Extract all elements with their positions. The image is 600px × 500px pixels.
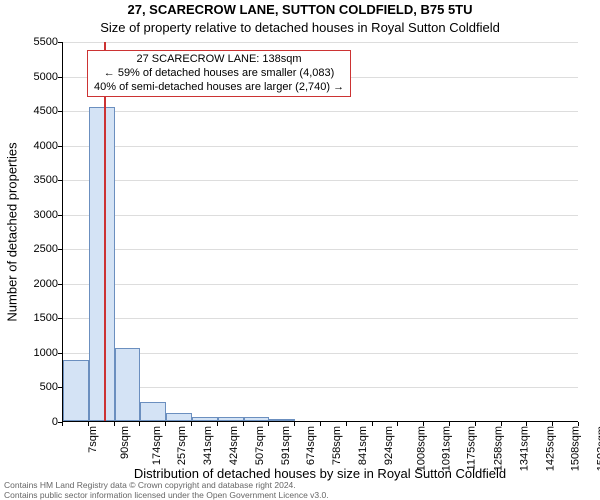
y-tick-mark xyxy=(58,387,62,388)
y-tick-label: 1500 xyxy=(18,312,58,324)
y-tick-label: 5000 xyxy=(18,71,58,83)
x-tick-mark xyxy=(217,422,218,426)
y-tick-label: 5500 xyxy=(18,36,58,48)
x-tick-label: 591sqm xyxy=(280,426,292,465)
x-tick-label: 1425sqm xyxy=(544,426,556,471)
y-tick-label: 1000 xyxy=(18,347,58,359)
x-tick-label: 924sqm xyxy=(383,426,395,465)
gridline xyxy=(63,215,578,216)
x-tick-mark xyxy=(114,422,115,426)
y-tick-mark xyxy=(58,215,62,216)
chart-container: 27, SCARECROW LANE, SUTTON COLDFIELD, B7… xyxy=(0,0,600,500)
x-tick-mark xyxy=(475,422,476,426)
x-tick-label: 1258sqm xyxy=(492,426,504,471)
x-tick-label: 1508sqm xyxy=(570,426,582,471)
histogram-bar xyxy=(89,107,115,421)
footer-attribution: Contains HM Land Registry data © Crown c… xyxy=(4,481,329,500)
x-tick-mark xyxy=(191,422,192,426)
y-tick-label: 500 xyxy=(18,381,58,393)
histogram-bar xyxy=(244,417,270,421)
histogram-bar xyxy=(140,402,166,421)
x-tick-label: 257sqm xyxy=(176,426,188,465)
x-tick-label: 507sqm xyxy=(254,426,266,465)
x-tick-mark xyxy=(578,422,579,426)
gridline xyxy=(63,111,578,112)
x-tick-mark xyxy=(346,422,347,426)
x-tick-mark xyxy=(423,422,424,426)
y-tick-label: 2500 xyxy=(18,243,58,255)
x-tick-mark xyxy=(243,422,244,426)
x-tick-label: 1091sqm xyxy=(441,426,453,471)
x-tick-mark xyxy=(552,422,553,426)
x-tick-mark xyxy=(88,422,89,426)
gridline xyxy=(63,42,578,43)
x-tick-mark xyxy=(294,422,295,426)
property-marker-line xyxy=(104,42,106,421)
y-tick-mark xyxy=(58,180,62,181)
histogram-bar xyxy=(218,417,244,421)
x-tick-mark xyxy=(62,422,63,426)
x-tick-label: 174sqm xyxy=(151,426,163,465)
y-tick-mark xyxy=(58,318,62,319)
gridline xyxy=(63,180,578,181)
gridline xyxy=(63,284,578,285)
x-tick-label: 1175sqm xyxy=(466,426,478,470)
x-tick-mark xyxy=(372,422,373,426)
x-tick-label: 758sqm xyxy=(331,426,343,465)
y-tick-label: 0 xyxy=(18,416,58,428)
x-tick-mark xyxy=(165,422,166,426)
y-tick-label: 3500 xyxy=(18,174,58,186)
annotation-line: 40% of semi-detached houses are larger (… xyxy=(94,81,344,95)
y-axis-label: Number of detached properties xyxy=(5,142,20,321)
histogram-bar xyxy=(192,417,218,421)
y-tick-mark xyxy=(58,111,62,112)
x-tick-label: 1341sqm xyxy=(518,426,530,471)
y-tick-label: 3000 xyxy=(18,209,58,221)
chart-subtitle: Size of property relative to detached ho… xyxy=(0,20,600,35)
y-tick-mark xyxy=(58,353,62,354)
x-tick-mark xyxy=(449,422,450,426)
x-tick-label: 841sqm xyxy=(357,426,369,465)
annotation-line: ← 59% of detached houses are smaller (4,… xyxy=(94,67,344,81)
x-tick-label: 674sqm xyxy=(305,426,317,465)
histogram-bar xyxy=(115,348,141,421)
x-tick-mark xyxy=(268,422,269,426)
gridline xyxy=(63,146,578,147)
x-tick-mark xyxy=(397,422,398,426)
x-tick-label: 1592sqm xyxy=(596,426,600,471)
y-tick-label: 4000 xyxy=(18,140,58,152)
x-tick-label: 341sqm xyxy=(202,426,214,465)
y-tick-mark xyxy=(58,146,62,147)
x-tick-label: 1008sqm xyxy=(415,426,427,471)
histogram-bar xyxy=(269,419,295,421)
y-tick-label: 4500 xyxy=(18,105,58,117)
gridline xyxy=(63,318,578,319)
gridline xyxy=(63,249,578,250)
x-tick-mark xyxy=(526,422,527,426)
histogram-bar xyxy=(166,413,192,421)
y-tick-mark xyxy=(58,249,62,250)
y-tick-label: 2000 xyxy=(18,278,58,290)
y-tick-mark xyxy=(58,42,62,43)
x-tick-label: 424sqm xyxy=(228,426,240,465)
x-tick-label: 7sqm xyxy=(87,426,99,453)
x-tick-mark xyxy=(501,422,502,426)
plot-area xyxy=(62,42,578,422)
y-tick-mark xyxy=(58,77,62,78)
chart-title: 27, SCARECROW LANE, SUTTON COLDFIELD, B7… xyxy=(0,2,600,17)
annotation-box: 27 SCARECROW LANE: 138sqm← 59% of detach… xyxy=(87,50,351,97)
x-tick-mark xyxy=(320,422,321,426)
footer-line-2: Contains public sector information licen… xyxy=(4,491,329,500)
x-tick-mark xyxy=(139,422,140,426)
histogram-bar xyxy=(63,360,89,421)
annotation-line: 27 SCARECROW LANE: 138sqm xyxy=(94,53,344,67)
x-tick-label: 90sqm xyxy=(119,426,131,459)
y-tick-mark xyxy=(58,284,62,285)
